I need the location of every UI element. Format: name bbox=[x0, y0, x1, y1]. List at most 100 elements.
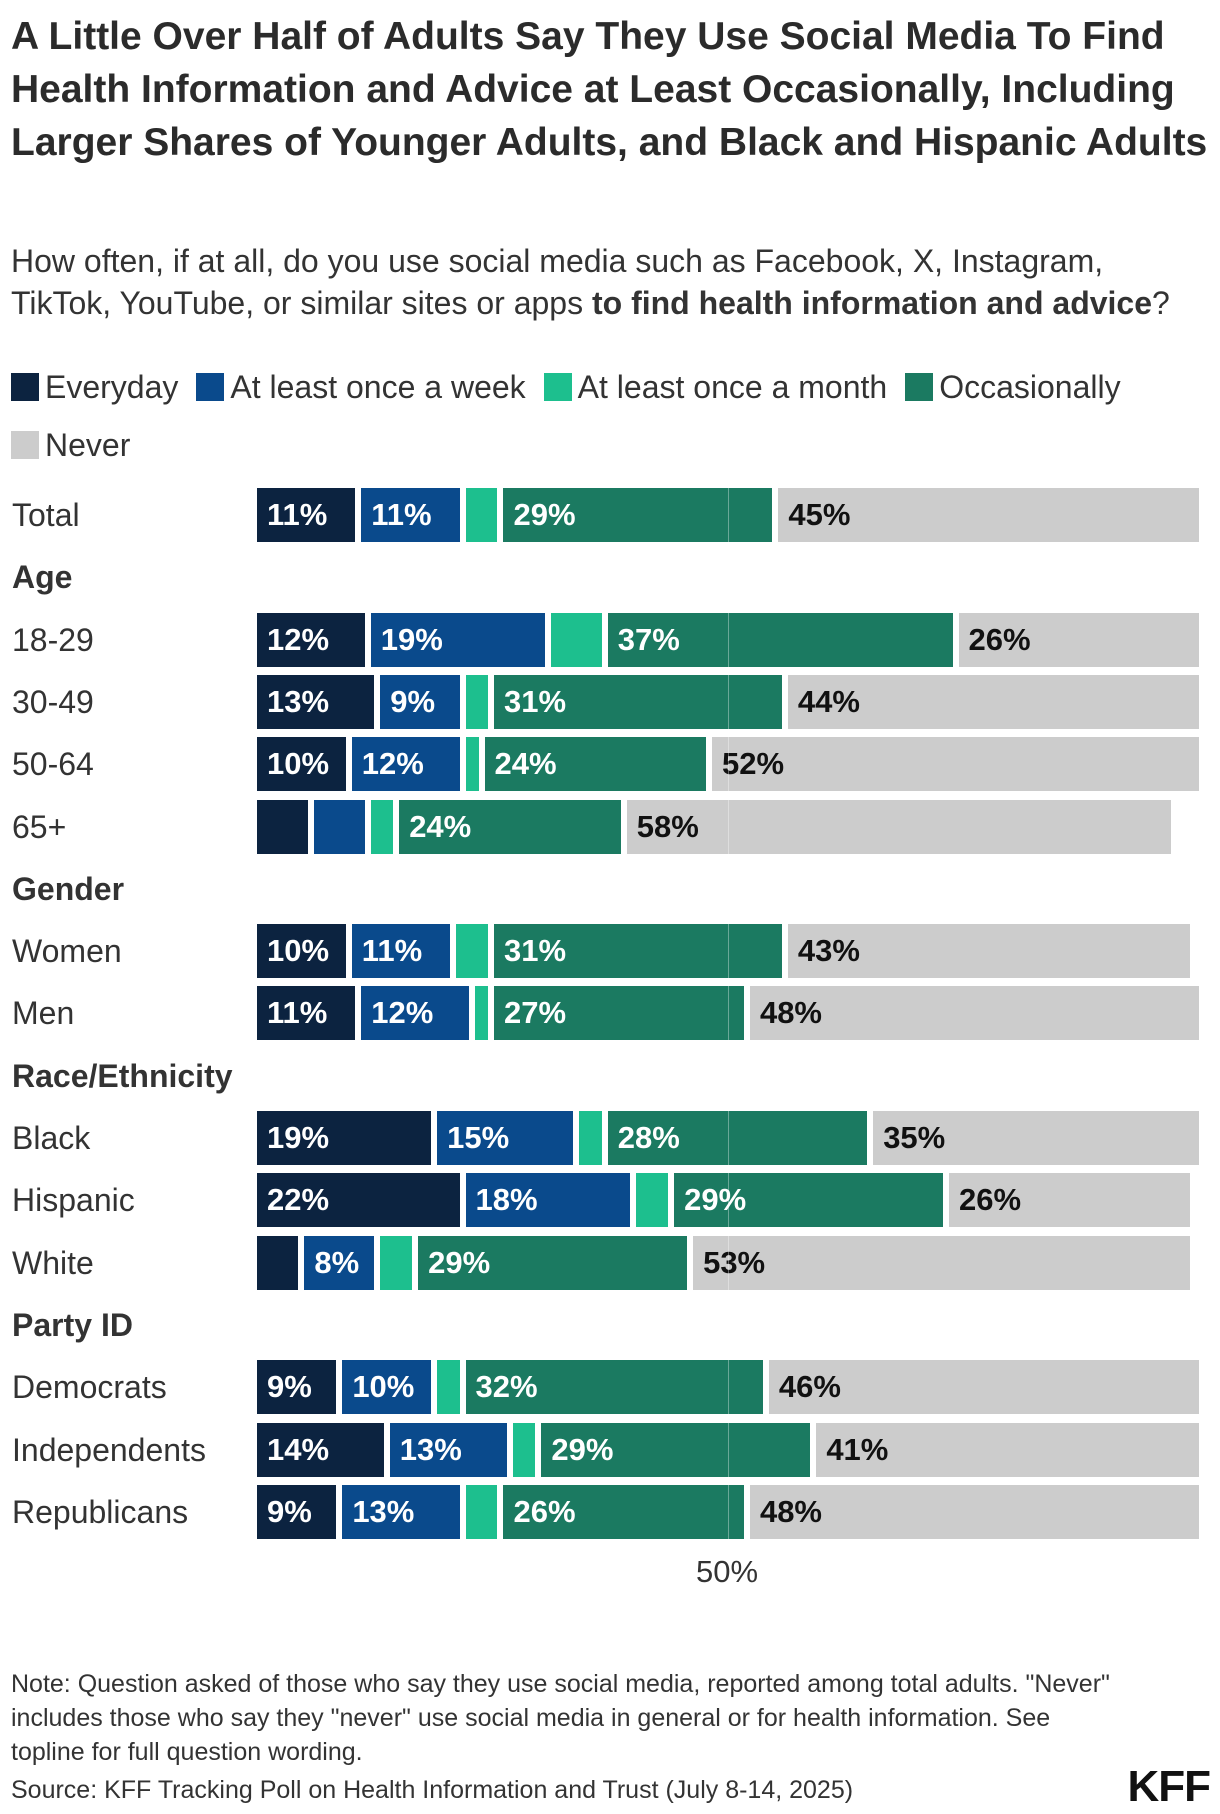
row-label: Women bbox=[12, 933, 122, 970]
bar-segment-never bbox=[712, 737, 1199, 792]
bar-segment-everyday bbox=[257, 1422, 384, 1477]
bar-segment-at-least-once-a-week bbox=[342, 1484, 460, 1539]
data-label: 11% bbox=[361, 933, 423, 969]
bar-segment-occasionally bbox=[607, 1111, 868, 1165]
legend-swatch bbox=[543, 373, 572, 401]
row-label: Men bbox=[12, 995, 75, 1032]
bar-segment-everyday bbox=[257, 799, 308, 854]
bar-segment-occasionally bbox=[494, 986, 744, 1041]
data-label: 28% bbox=[617, 1120, 680, 1155]
bar-segment-never bbox=[693, 1235, 1190, 1290]
chart-source: Source: KFF Tracking Poll on Health Info… bbox=[11, 1776, 854, 1804]
reference-line-50 bbox=[728, 737, 729, 792]
legend-swatch bbox=[11, 373, 39, 401]
bar-segment-at-least-once-a-week bbox=[361, 488, 460, 542]
bar-segment-never bbox=[787, 674, 1199, 729]
bar-segment-at-least-once-a-week bbox=[361, 986, 470, 1041]
bar-segment-everyday bbox=[257, 1484, 337, 1539]
row-label: Total bbox=[12, 497, 80, 533]
data-label: 13% bbox=[399, 1431, 462, 1467]
data-label: 12% bbox=[371, 995, 434, 1031]
chart-subtitle: How often, if at all, do you use social … bbox=[11, 240, 1211, 324]
data-label: 19% bbox=[380, 621, 443, 657]
bar-segment-at-least-once-a-week bbox=[351, 737, 460, 792]
reference-line-50 bbox=[728, 1111, 729, 1165]
data-label: 8% bbox=[314, 1244, 360, 1280]
bar-segment-never bbox=[816, 1422, 1199, 1477]
reference-line-50 bbox=[728, 1235, 729, 1290]
row-label: Black bbox=[12, 1120, 91, 1156]
data-label: 31% bbox=[504, 933, 567, 969]
bar-segment-at-least-once-a-month bbox=[437, 1360, 460, 1415]
data-label: 13% bbox=[352, 1493, 415, 1529]
data-label: 15% bbox=[447, 1120, 510, 1155]
bar-segment-everyday bbox=[257, 674, 375, 729]
data-label: 11% bbox=[267, 497, 328, 532]
legend-item: At least once a week bbox=[196, 358, 526, 416]
bar-segment-everyday bbox=[257, 488, 356, 542]
data-label: 10% bbox=[267, 933, 330, 969]
bar-segment-everyday bbox=[257, 1173, 460, 1228]
bar-segment-at-least-once-a-month bbox=[475, 986, 488, 1041]
data-label: 41% bbox=[826, 1431, 889, 1467]
data-label: 53% bbox=[703, 1244, 766, 1280]
bar-segment-everyday bbox=[257, 737, 346, 792]
data-label: 22% bbox=[267, 1182, 330, 1218]
bar-segment-at-least-once-a-week bbox=[351, 924, 451, 979]
bar-segment-never bbox=[749, 986, 1199, 1041]
data-label: 9% bbox=[390, 683, 436, 719]
legend-item: At least once a month bbox=[543, 358, 887, 416]
group-label: Age bbox=[12, 559, 73, 596]
bar-segment-occasionally bbox=[399, 799, 621, 854]
data-label: 48% bbox=[759, 1493, 822, 1529]
bar-segment-never bbox=[778, 488, 1199, 542]
bar-segment-never bbox=[958, 612, 1199, 667]
data-label: 11% bbox=[267, 995, 328, 1031]
bar-segment-never bbox=[749, 1484, 1199, 1539]
group-label: Gender bbox=[12, 870, 125, 907]
reference-line-50 bbox=[728, 986, 729, 1041]
bar-segment-occasionally bbox=[674, 1173, 944, 1228]
data-label: 29% bbox=[684, 1182, 747, 1218]
stacked-bar-chart: Total 11% 11% 29% 45% Age 18-29 12% 19% 37% 26% 30-… bbox=[12, 488, 1199, 1589]
row-label: White bbox=[12, 1244, 94, 1281]
data-label: 35% bbox=[883, 1120, 946, 1155]
bar-segment-occasionally bbox=[494, 674, 782, 729]
bar-segment-at-least-once-a-month bbox=[465, 488, 498, 542]
reference-line-50 bbox=[728, 924, 729, 979]
reference-line-50 bbox=[728, 612, 729, 667]
subtitle-text: How often, if at all, do you use social … bbox=[11, 243, 1104, 321]
bar-segment-at-least-once-a-month bbox=[370, 799, 394, 854]
bar-segment-at-least-once-a-week bbox=[304, 1235, 375, 1290]
data-label: 9% bbox=[267, 1369, 312, 1405]
data-label: 10% bbox=[352, 1369, 415, 1405]
x-tick-label: 50% bbox=[696, 1554, 759, 1589]
bar-segment-occasionally bbox=[541, 1422, 811, 1477]
data-label: 14% bbox=[267, 1431, 330, 1467]
group-label: Race/Ethnicity bbox=[12, 1057, 233, 1094]
reference-line-50 bbox=[728, 1422, 729, 1477]
legend-item: Occasionally bbox=[905, 358, 1121, 416]
bar-segment-at-least-once-a-month bbox=[512, 1422, 536, 1477]
legend-label: Never bbox=[45, 427, 131, 463]
reference-line-50 bbox=[728, 488, 729, 542]
bar-segment-at-least-once-a-month bbox=[465, 737, 479, 792]
data-label: 37% bbox=[617, 621, 680, 657]
bar-segment-occasionally bbox=[503, 488, 773, 542]
reference-line-50 bbox=[728, 1360, 729, 1415]
bar-segment-occasionally bbox=[503, 1484, 744, 1539]
row-label: Hispanic bbox=[12, 1182, 135, 1219]
data-label: 24% bbox=[409, 808, 472, 844]
bar-segment-occasionally bbox=[465, 1360, 763, 1415]
row-label: Independents bbox=[12, 1431, 206, 1468]
reference-line-50 bbox=[728, 1484, 729, 1539]
legend-swatch bbox=[905, 373, 934, 401]
bar-segment-at-least-once-a-month bbox=[550, 612, 602, 667]
data-label: 26% bbox=[959, 1182, 1022, 1218]
data-label: 26% bbox=[968, 621, 1031, 657]
reference-line-50 bbox=[728, 674, 729, 729]
subtitle-end: ? bbox=[1152, 285, 1170, 321]
data-label: 18% bbox=[475, 1182, 538, 1218]
bar-segment-everyday bbox=[257, 986, 356, 1041]
data-label: 24% bbox=[494, 746, 557, 782]
